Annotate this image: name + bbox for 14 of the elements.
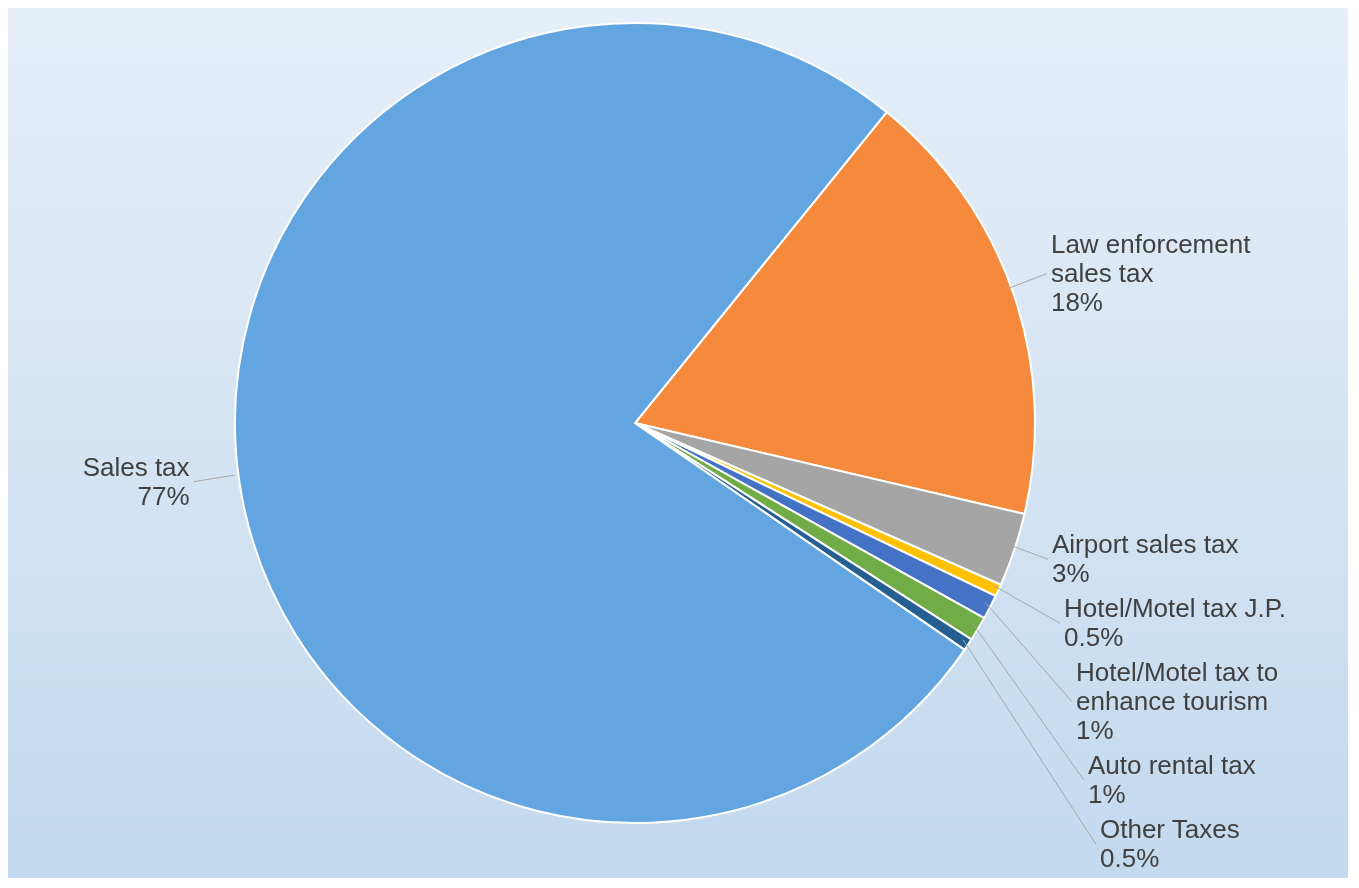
data-label: 18% [1050, 287, 1103, 318]
slice-label: Hotel/Motel tax to enhance tourism [1075, 657, 1279, 717]
slice-label: Sales tax [82, 451, 190, 482]
data-label: 1% [1087, 779, 1126, 810]
data-label: 77% [137, 480, 190, 511]
data-label: 0.5% [1063, 622, 1124, 653]
slice-label: Other Taxes [1099, 814, 1240, 845]
data-label: 0.5% [1099, 843, 1160, 874]
slice-label: Law enforcement sales tax [1050, 229, 1252, 289]
slice-label: Auto rental tax [1087, 750, 1256, 781]
data-label: 3% [1051, 558, 1090, 589]
slice-label: Hotel/Motel tax J.P. [1063, 593, 1287, 624]
slice-label: Airport sales tax [1051, 529, 1239, 560]
data-label: 1% [1075, 715, 1114, 746]
